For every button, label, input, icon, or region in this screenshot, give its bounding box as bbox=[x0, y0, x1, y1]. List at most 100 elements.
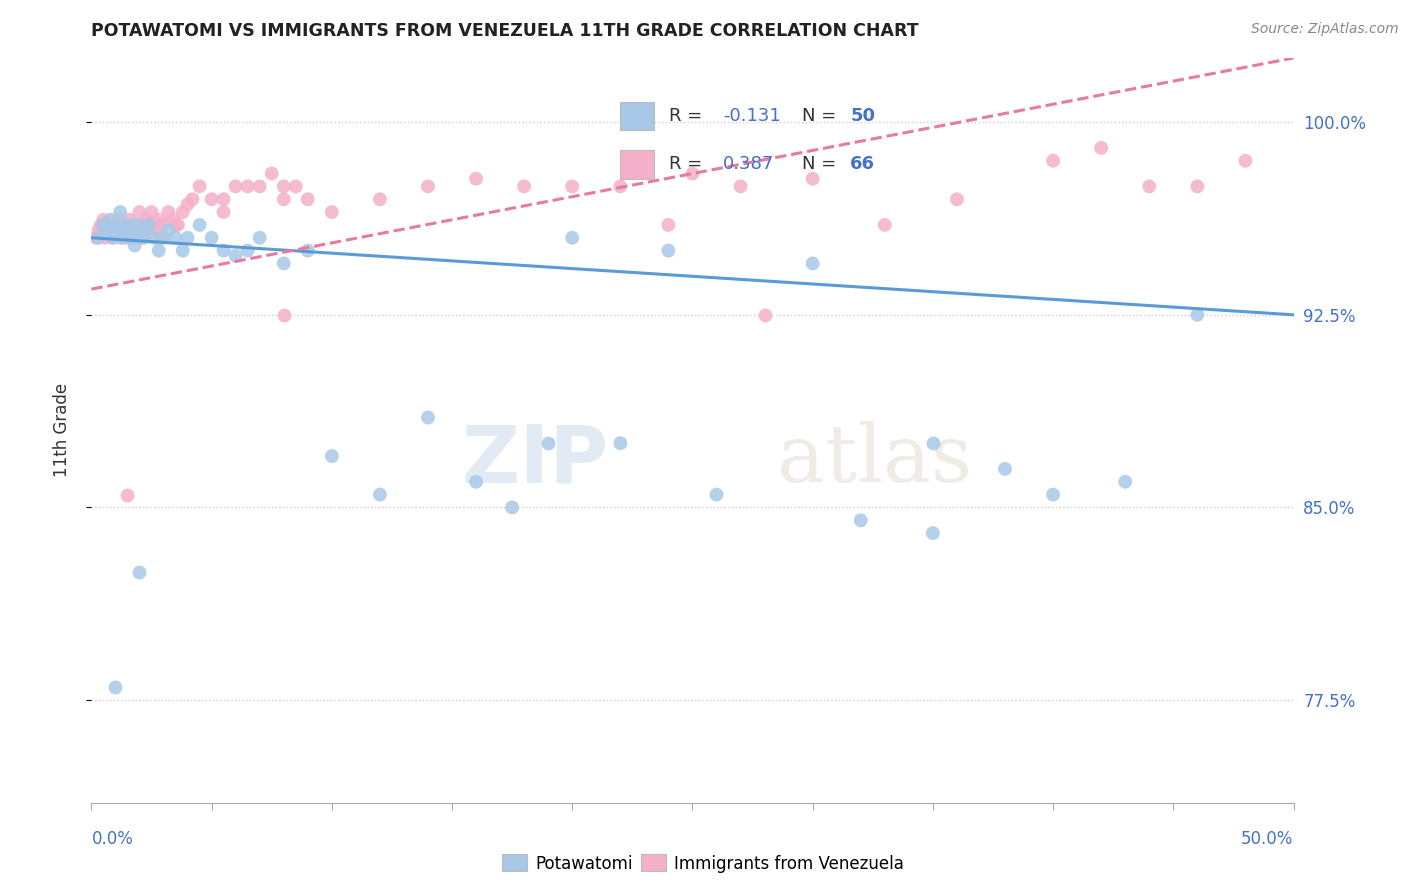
Point bbox=[561, 231, 583, 245]
Point bbox=[128, 565, 150, 579]
Point bbox=[141, 205, 163, 219]
Point bbox=[131, 231, 153, 245]
Point bbox=[1090, 141, 1112, 155]
Point bbox=[124, 238, 146, 252]
Point bbox=[121, 218, 143, 232]
Point bbox=[994, 462, 1017, 476]
Point bbox=[1137, 179, 1160, 194]
Point bbox=[165, 218, 187, 232]
Point bbox=[101, 231, 124, 245]
Point bbox=[157, 205, 180, 219]
Point bbox=[117, 487, 139, 501]
Point bbox=[801, 256, 824, 270]
Point bbox=[200, 192, 222, 206]
Text: POTAWATOMI VS IMMIGRANTS FROM VENEZUELA 11TH GRADE CORRELATION CHART: POTAWATOMI VS IMMIGRANTS FROM VENEZUELA … bbox=[91, 22, 920, 40]
FancyBboxPatch shape bbox=[620, 102, 654, 130]
Point bbox=[922, 526, 945, 541]
Point bbox=[284, 179, 307, 194]
Point bbox=[87, 223, 110, 237]
Point bbox=[465, 171, 488, 186]
Point bbox=[176, 231, 198, 245]
Point bbox=[150, 231, 173, 245]
Point bbox=[922, 436, 945, 450]
Point bbox=[167, 218, 190, 232]
Point bbox=[212, 244, 235, 258]
Point bbox=[273, 308, 295, 322]
Point bbox=[801, 171, 824, 186]
Point bbox=[176, 197, 198, 211]
Point bbox=[200, 231, 222, 245]
Point bbox=[249, 179, 271, 194]
Point bbox=[93, 212, 115, 227]
Point bbox=[87, 231, 110, 245]
Point bbox=[873, 218, 896, 232]
Point bbox=[1187, 179, 1209, 194]
Point bbox=[124, 218, 146, 232]
Point bbox=[138, 223, 160, 237]
Point bbox=[849, 513, 872, 527]
Point bbox=[101, 231, 124, 245]
Point bbox=[118, 231, 141, 245]
Point bbox=[93, 218, 115, 232]
Point bbox=[152, 218, 174, 232]
Point bbox=[368, 487, 391, 501]
Point bbox=[157, 223, 180, 237]
Point bbox=[125, 223, 148, 237]
Point bbox=[297, 244, 319, 258]
Point bbox=[249, 231, 271, 245]
Point bbox=[100, 223, 122, 237]
Point bbox=[110, 205, 132, 219]
Point bbox=[681, 167, 703, 181]
Point bbox=[100, 212, 122, 227]
Text: -0.131: -0.131 bbox=[723, 107, 780, 125]
Text: R =: R = bbox=[669, 107, 707, 125]
Text: Source: ZipAtlas.com: Source: ZipAtlas.com bbox=[1251, 22, 1399, 37]
Text: 50.0%: 50.0% bbox=[1241, 830, 1294, 847]
Point bbox=[260, 167, 283, 181]
Point bbox=[172, 244, 194, 258]
Point bbox=[1234, 153, 1257, 168]
Point bbox=[111, 223, 134, 237]
Point bbox=[236, 179, 259, 194]
Point bbox=[148, 244, 170, 258]
Point bbox=[368, 192, 391, 206]
Point bbox=[125, 231, 148, 245]
Y-axis label: 11th Grade: 11th Grade bbox=[52, 384, 70, 477]
Point bbox=[1187, 308, 1209, 322]
Text: ZIP: ZIP bbox=[461, 421, 609, 500]
Point bbox=[84, 231, 107, 245]
Point bbox=[706, 487, 728, 501]
Point bbox=[273, 179, 295, 194]
Point bbox=[114, 218, 136, 232]
Point bbox=[657, 218, 679, 232]
Point bbox=[321, 449, 343, 463]
Point bbox=[104, 218, 127, 232]
Point bbox=[537, 436, 560, 450]
Point bbox=[131, 223, 153, 237]
Point bbox=[134, 218, 156, 232]
Point bbox=[107, 212, 129, 227]
Legend: Potawatomi, Immigrants from Venezuela: Potawatomi, Immigrants from Venezuela bbox=[495, 847, 911, 880]
Point bbox=[145, 218, 167, 232]
Point bbox=[128, 205, 150, 219]
Point bbox=[172, 205, 194, 219]
Point bbox=[104, 680, 127, 694]
Point bbox=[1042, 153, 1064, 168]
Point bbox=[110, 231, 132, 245]
Point bbox=[609, 436, 631, 450]
Point bbox=[561, 179, 583, 194]
Point bbox=[104, 218, 127, 232]
Point bbox=[188, 179, 211, 194]
Point bbox=[465, 475, 488, 489]
Point bbox=[212, 205, 235, 219]
Point bbox=[94, 231, 117, 245]
Point bbox=[416, 410, 439, 425]
Point bbox=[181, 192, 204, 206]
Point bbox=[148, 212, 170, 227]
Point bbox=[165, 231, 187, 245]
Text: 0.387: 0.387 bbox=[723, 155, 775, 173]
Point bbox=[946, 192, 969, 206]
Text: 50: 50 bbox=[851, 107, 875, 125]
Point bbox=[117, 223, 139, 237]
Point bbox=[657, 244, 679, 258]
